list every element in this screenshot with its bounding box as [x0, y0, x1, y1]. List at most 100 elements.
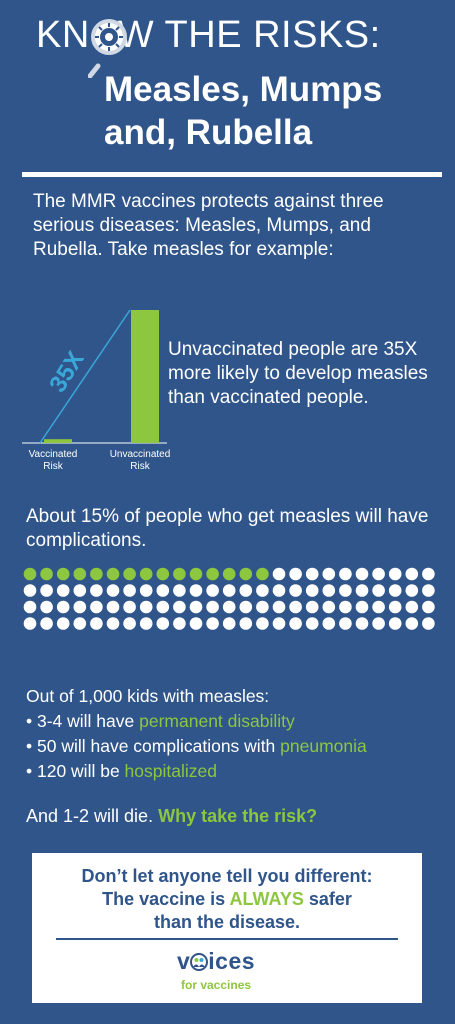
dot	[123, 617, 136, 630]
dot	[339, 600, 352, 614]
message-text: Don’t let anyone tell you different: The…	[32, 865, 422, 934]
outcomes-heading: Out of 1,000 kids with measles:	[26, 686, 270, 706]
dot	[256, 584, 269, 597]
dot	[222, 617, 236, 630]
dot	[239, 617, 253, 630]
dot	[289, 567, 302, 581]
dot	[139, 617, 153, 630]
dot	[73, 617, 87, 630]
page-subtitle: Measles, Mumps and, Rubella	[104, 68, 382, 154]
dot-highlighted	[239, 567, 253, 581]
dot	[106, 617, 120, 630]
dot-highlighted	[56, 567, 70, 581]
dot	[56, 617, 70, 630]
dot-highlighted	[139, 567, 153, 581]
dot	[388, 600, 402, 614]
dot	[189, 617, 203, 630]
dot	[256, 600, 269, 614]
message-line-2: The vaccine is ALWAYS safer	[32, 888, 422, 911]
dot-highlighted	[123, 567, 136, 581]
dot	[339, 567, 352, 581]
logo-word-prefix: v	[177, 948, 191, 974]
dot	[272, 584, 286, 597]
risk-trend-line	[39, 309, 131, 444]
dot	[222, 600, 236, 614]
dot	[422, 617, 435, 630]
dot	[372, 567, 385, 581]
subtitle-line-2: and, Rubella	[104, 113, 313, 152]
dot	[23, 600, 37, 614]
dot	[405, 567, 419, 581]
dot	[173, 600, 186, 614]
dot	[73, 584, 87, 597]
dot	[123, 600, 136, 614]
dot	[355, 617, 369, 630]
dot-highlighted	[106, 567, 120, 581]
label-unvaccinated-line-2: Risk	[130, 461, 150, 472]
dot	[372, 600, 385, 614]
dot	[123, 584, 136, 597]
dot-highlighted	[222, 567, 236, 581]
item-text: • 120 will be	[26, 761, 125, 781]
dot-highlighted	[206, 567, 219, 581]
dot	[388, 567, 402, 581]
dot	[156, 584, 170, 597]
people-icon	[190, 953, 209, 971]
annotation-35x: 35X	[44, 347, 90, 398]
dot	[322, 600, 336, 614]
magnifying-glass-icon	[88, 19, 127, 78]
dot	[90, 584, 103, 597]
dot	[156, 617, 170, 630]
dot	[139, 584, 153, 597]
title-suffix: W THE RISKS:	[117, 14, 381, 56]
dot	[206, 600, 219, 614]
dot	[56, 600, 70, 614]
logo-wordmark: v ices	[177, 948, 255, 975]
message-box: Don’t let anyone tell you different: The…	[32, 853, 422, 1003]
message-line-3: than the disease.	[153, 912, 301, 932]
dot	[23, 617, 37, 630]
dot	[405, 600, 419, 614]
item-highlight: pneumonia	[280, 736, 367, 756]
complications-dot-grid	[23, 567, 435, 630]
label-unvaccinated-line-1: Unvaccinated	[109, 449, 171, 460]
dot	[206, 617, 219, 630]
dot	[372, 617, 385, 630]
logo-word-suffix: ices	[208, 948, 256, 974]
dot-highlighted	[156, 567, 170, 581]
voices-for-vaccines-logo: v ices for vaccines	[177, 948, 277, 996]
bar-unvaccinated	[131, 310, 159, 443]
message-line-1: Don’t let anyone tell you different:	[81, 866, 373, 886]
closing-text: And 1-2 will die.	[26, 806, 159, 826]
dot	[339, 584, 352, 597]
dot	[422, 584, 435, 597]
label-vaccinated-line-1: Vaccinated	[28, 449, 78, 460]
dot	[189, 600, 203, 614]
label-unvaccinated-risk: Unvaccinated Risk	[104, 449, 176, 473]
header-divider	[22, 172, 442, 177]
message-line-2-prefix: The vaccine is	[102, 889, 230, 909]
closing-statement: And 1-2 will die. Why take the risk?	[26, 806, 317, 827]
item-highlight: hospitalized	[124, 761, 217, 781]
dot	[322, 617, 336, 630]
message-line-2-suffix: safer	[303, 889, 352, 909]
dot	[405, 617, 419, 630]
dot	[40, 584, 53, 597]
dot	[289, 617, 302, 630]
dot	[272, 617, 286, 630]
logo-tagline: for vaccines	[181, 978, 252, 992]
dot	[139, 600, 153, 614]
dot	[355, 567, 369, 581]
dot	[73, 600, 87, 614]
dot	[239, 600, 253, 614]
item-highlight: permanent disability	[139, 711, 295, 731]
subtitle-line-1: Measles, Mumps	[104, 70, 383, 109]
dot	[156, 600, 170, 614]
dot	[40, 600, 53, 614]
dot	[305, 584, 319, 597]
outcomes-list: Out of 1,000 kids with measles: • 3-4 wi…	[26, 684, 446, 784]
label-vaccinated-line-2: Risk	[43, 461, 63, 472]
dot	[388, 584, 402, 597]
dot	[272, 567, 286, 581]
dot	[372, 584, 385, 597]
